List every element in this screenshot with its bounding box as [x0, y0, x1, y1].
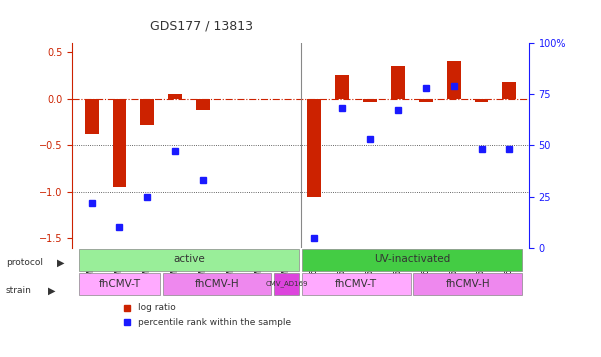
Bar	[141, 99, 154, 125]
FancyBboxPatch shape	[79, 249, 299, 271]
FancyBboxPatch shape	[302, 273, 410, 295]
Text: active: active	[173, 255, 205, 265]
FancyBboxPatch shape	[79, 273, 160, 295]
Text: fhCMV-T: fhCMV-T	[99, 279, 141, 289]
Bar	[447, 61, 460, 99]
Bar	[335, 75, 349, 99]
Bar	[502, 82, 516, 99]
Text: UV-inactivated: UV-inactivated	[374, 255, 450, 265]
Text: protocol: protocol	[6, 258, 43, 267]
Text: fhCMV-T: fhCMV-T	[335, 279, 377, 289]
Bar	[308, 99, 322, 196]
Text: ▶: ▶	[57, 257, 64, 267]
Bar	[112, 99, 126, 187]
Text: fhCMV-H: fhCMV-H	[195, 279, 239, 289]
Bar	[419, 99, 433, 101]
FancyBboxPatch shape	[274, 273, 299, 295]
Text: log ratio: log ratio	[138, 303, 176, 312]
Text: CMV_AD169: CMV_AD169	[265, 280, 308, 287]
Bar	[363, 99, 377, 101]
Text: strain: strain	[6, 286, 32, 296]
Text: percentile rank within the sample: percentile rank within the sample	[138, 317, 291, 327]
Text: fhCMV-H: fhCMV-H	[445, 279, 490, 289]
FancyBboxPatch shape	[163, 273, 271, 295]
Bar	[196, 99, 210, 110]
Bar	[85, 99, 99, 134]
Text: ▶: ▶	[48, 286, 55, 296]
Bar	[168, 94, 182, 99]
FancyBboxPatch shape	[413, 273, 522, 295]
Bar	[391, 66, 405, 99]
FancyBboxPatch shape	[302, 249, 522, 271]
Text: GDS177 / 13813: GDS177 / 13813	[150, 19, 253, 32]
Bar	[475, 99, 489, 102]
